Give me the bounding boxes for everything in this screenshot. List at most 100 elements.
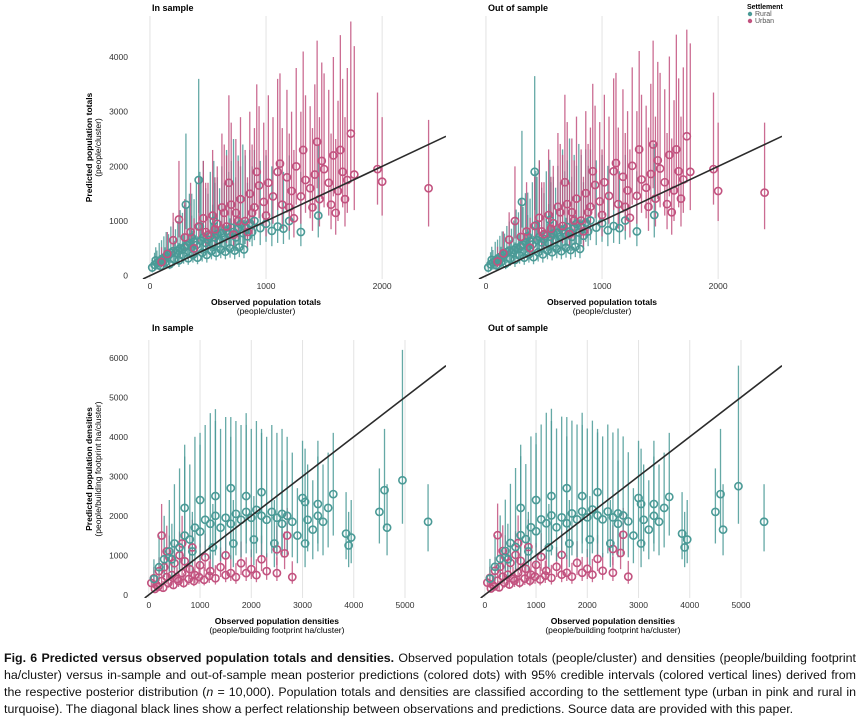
data-point <box>581 188 591 198</box>
data-point <box>226 519 236 529</box>
data-point <box>335 145 345 155</box>
x-tick-label: 0 <box>148 281 153 291</box>
data-point <box>489 582 499 591</box>
x-axis-subtitle: (people/building footprint ha/cluster) <box>209 625 344 635</box>
x-axis-title: Observed population totals <box>547 297 657 307</box>
data-point <box>593 487 602 497</box>
data-point <box>485 574 495 584</box>
data-point <box>567 207 577 217</box>
data-point <box>609 166 619 176</box>
data-point <box>649 499 659 509</box>
data-point <box>273 167 283 177</box>
data-point <box>511 542 520 552</box>
data-point <box>272 568 282 578</box>
data-point <box>552 522 561 532</box>
data-point <box>198 213 208 223</box>
data-point <box>312 137 322 147</box>
data-point <box>257 554 266 564</box>
data-point <box>340 194 350 204</box>
y-tick-label: 3000 <box>109 471 128 481</box>
data-point <box>562 199 572 209</box>
data-point <box>653 155 663 165</box>
data-point <box>544 210 554 220</box>
data-point <box>194 175 204 185</box>
figure-canvas: In sample 0 1000 2000 0 1000 2000 3000 4000 Obser… <box>84 3 783 635</box>
data-point <box>577 568 587 578</box>
panel-title: In sample <box>152 323 194 333</box>
x-tick-label: 0 <box>146 600 151 610</box>
data-point <box>581 218 591 228</box>
data-point <box>300 539 310 548</box>
data-point <box>317 156 327 166</box>
data-point <box>659 503 669 513</box>
data-point <box>516 232 526 242</box>
data-point <box>599 177 609 187</box>
data-point <box>231 572 241 582</box>
data-point <box>296 227 306 237</box>
data-point <box>277 519 287 529</box>
data-point <box>234 242 244 252</box>
data-point <box>577 491 587 501</box>
data-point <box>547 511 556 520</box>
data-point <box>162 546 172 556</box>
data-point <box>516 503 526 513</box>
data-point <box>216 523 225 533</box>
data-point <box>558 221 567 231</box>
y-tick-label: 1000 <box>109 550 128 560</box>
data-point <box>261 211 271 220</box>
data-point <box>231 208 241 218</box>
x-axis-subtitle: (people/cluster) <box>237 306 296 316</box>
data-point <box>523 546 533 556</box>
data-point <box>605 539 615 548</box>
data-point <box>555 207 565 217</box>
x-tick-label: 2000 <box>373 281 392 291</box>
caption-text-1: Observed population totals (people/clust… <box>4 651 856 699</box>
data-point <box>313 511 323 521</box>
data-point <box>275 159 285 169</box>
data-point <box>187 546 197 556</box>
data-point <box>510 576 519 586</box>
data-point <box>629 531 638 540</box>
data-point <box>221 570 231 580</box>
data-point <box>219 208 229 218</box>
data-point <box>211 491 220 501</box>
data-point <box>595 196 605 206</box>
data-point <box>341 529 351 538</box>
data-point <box>526 570 536 580</box>
data-point <box>231 509 241 519</box>
data-point <box>685 167 695 177</box>
data-point <box>525 243 535 253</box>
data-point <box>162 249 172 259</box>
data-point <box>205 519 215 529</box>
data-point <box>521 564 531 574</box>
data-point <box>598 566 608 576</box>
data-point <box>225 243 235 253</box>
data-point <box>287 186 296 196</box>
data-point <box>184 574 194 584</box>
data-point <box>282 511 292 521</box>
data-point <box>373 164 382 174</box>
data-point <box>517 197 527 207</box>
data-point <box>185 535 195 544</box>
panel-totals-out-of-sample: Out of sample 0 1000 2000 Observed populatio… <box>478 3 782 316</box>
data-point <box>262 566 272 576</box>
y-axis-title: Predicted population densities <box>84 407 94 531</box>
data-point <box>646 169 656 179</box>
x-tick-label: 2000 <box>242 600 261 610</box>
data-point <box>187 543 197 552</box>
data-point <box>613 519 623 529</box>
data-point <box>618 530 628 540</box>
data-point <box>423 517 433 527</box>
data-point <box>300 497 310 507</box>
data-point <box>579 231 588 241</box>
data-point <box>575 244 585 254</box>
data-point <box>245 218 255 228</box>
data-point <box>195 495 205 505</box>
data-point <box>168 235 178 245</box>
y-tick-label: 2000 <box>109 161 128 171</box>
y-tick-label: 5000 <box>109 392 128 402</box>
x-tick-label: 2000 <box>709 281 728 291</box>
data-point <box>180 503 190 513</box>
data-point <box>585 535 595 544</box>
data-point <box>603 225 613 235</box>
